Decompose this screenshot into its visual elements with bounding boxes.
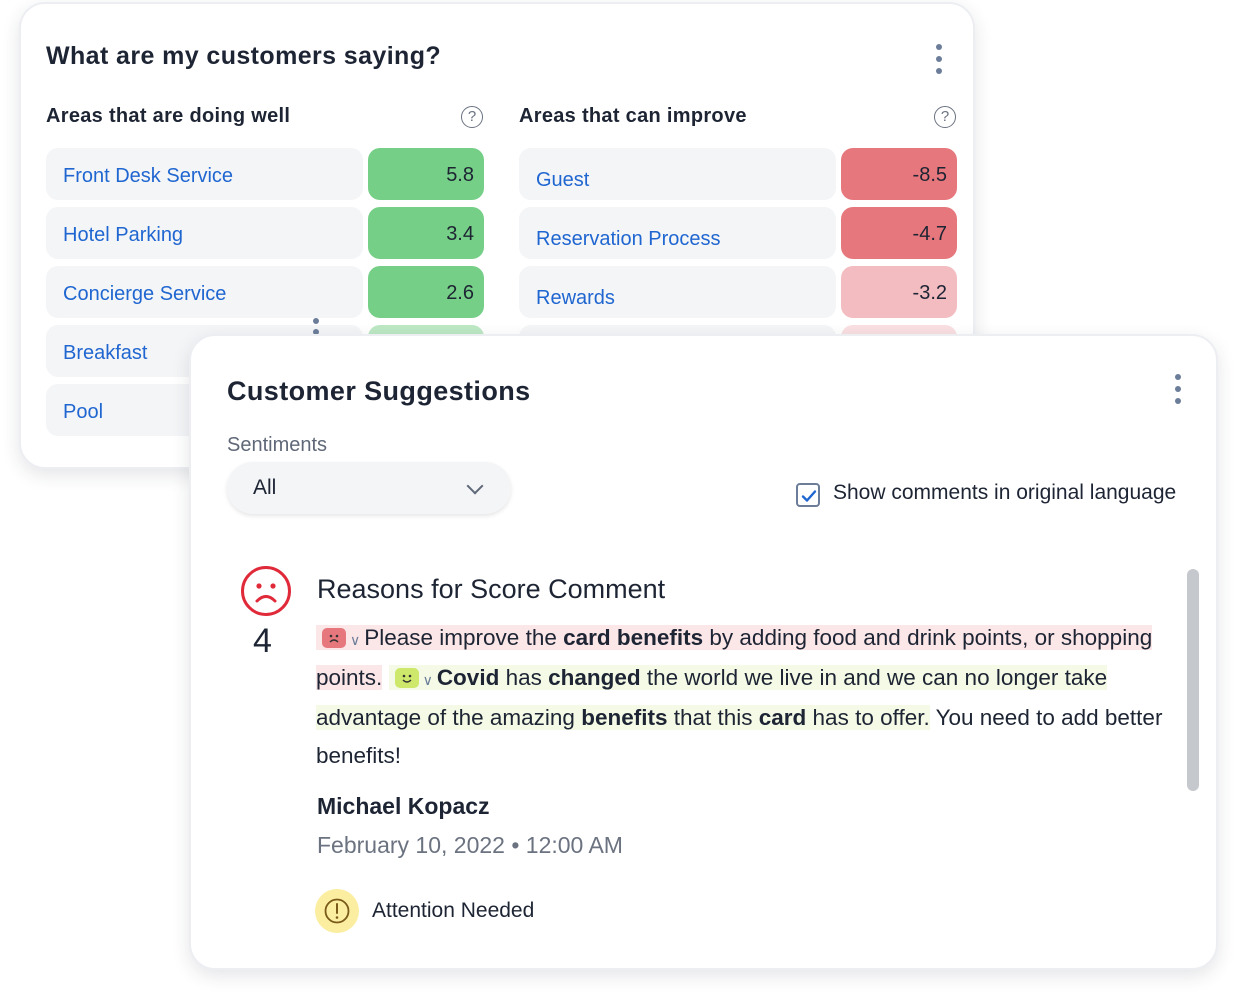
doing-well-heading: Areas that are doing well [46, 105, 291, 127]
text: has to offer. [806, 705, 930, 730]
chevron-down-icon[interactable]: ∨ [350, 632, 361, 648]
keyword: changed [548, 665, 641, 690]
customer-suggestions-card: Customer Suggestions Sentiments All Show… [189, 334, 1218, 970]
text: by adding food and drink points, or shop… [316, 625, 1153, 690]
card-title: What are my customers saying? [46, 42, 442, 70]
area-score: 5.8 [368, 148, 484, 200]
customers-saying-card: What are my customers saying? Areas that… [19, 2, 975, 469]
area-label[interactable]: Reservation Process [519, 207, 836, 259]
text: the world we live in and we can no longe… [316, 665, 1108, 730]
help-icon[interactable]: ? [934, 106, 956, 128]
sad-face-icon [241, 566, 291, 616]
area-label[interactable]: Guest [519, 148, 836, 200]
negative-sentiment-icon[interactable] [322, 628, 346, 648]
keyword: card [758, 705, 807, 730]
original-language-checkbox[interactable] [796, 483, 820, 507]
area-label[interactable]: Hotel Parking [46, 207, 363, 259]
attention-icon [315, 889, 359, 933]
more-options-icon[interactable] [1175, 374, 1183, 404]
keyword: Covid [436, 665, 500, 690]
neutral-sentence: You need to add better benefits! [316, 705, 1162, 768]
positive-sentiment-icon[interactable] [394, 668, 419, 688]
check-icon [801, 490, 817, 502]
chevron-down-icon [466, 477, 484, 495]
area-label[interactable]: Rewards [519, 266, 836, 318]
text: that this [667, 705, 759, 730]
drag-handle-icon [313, 318, 321, 335]
sentiments-label: Sentiments [227, 434, 328, 456]
help-icon[interactable]: ? [461, 106, 483, 128]
sentiments-select[interactable]: All [227, 462, 511, 514]
keyword: benefits [581, 705, 668, 730]
area-score: 3.4 [368, 207, 484, 259]
rating-value: 4 [253, 622, 272, 660]
more-options-icon[interactable] [936, 44, 944, 74]
original-language-label: Show comments in original language [833, 481, 1177, 504]
keyword: card benefits [563, 625, 704, 650]
status-label: Attention Needed [372, 899, 535, 922]
text: Please improve the [364, 625, 564, 650]
scrollbar[interactable] [1187, 569, 1199, 791]
comment-author: Michael Kopacz [317, 793, 490, 819]
area-label[interactable]: Front Desk Service [46, 148, 363, 200]
comment-title: Reasons for Score Comment [317, 574, 666, 604]
text: has [499, 665, 549, 690]
area-label[interactable]: Concierge Service [46, 266, 363, 318]
sentiments-value: All [253, 476, 277, 499]
can-improve-heading: Areas that can improve [519, 105, 747, 127]
comment-text: ∨ Please improve the card benefits by add… [316, 619, 1166, 775]
comment-date: February 10, 2022 • 12:00 AM [317, 832, 623, 858]
area-score: 2.6 [368, 266, 484, 318]
area-score: -4.7 [841, 207, 957, 259]
chevron-down-icon[interactable]: ∨ [422, 672, 433, 688]
area-score: -8.5 [841, 148, 957, 200]
text: You need to add better benefits! [316, 705, 1163, 768]
card-title: Customer Suggestions [227, 376, 531, 406]
area-score: -3.2 [841, 266, 957, 318]
